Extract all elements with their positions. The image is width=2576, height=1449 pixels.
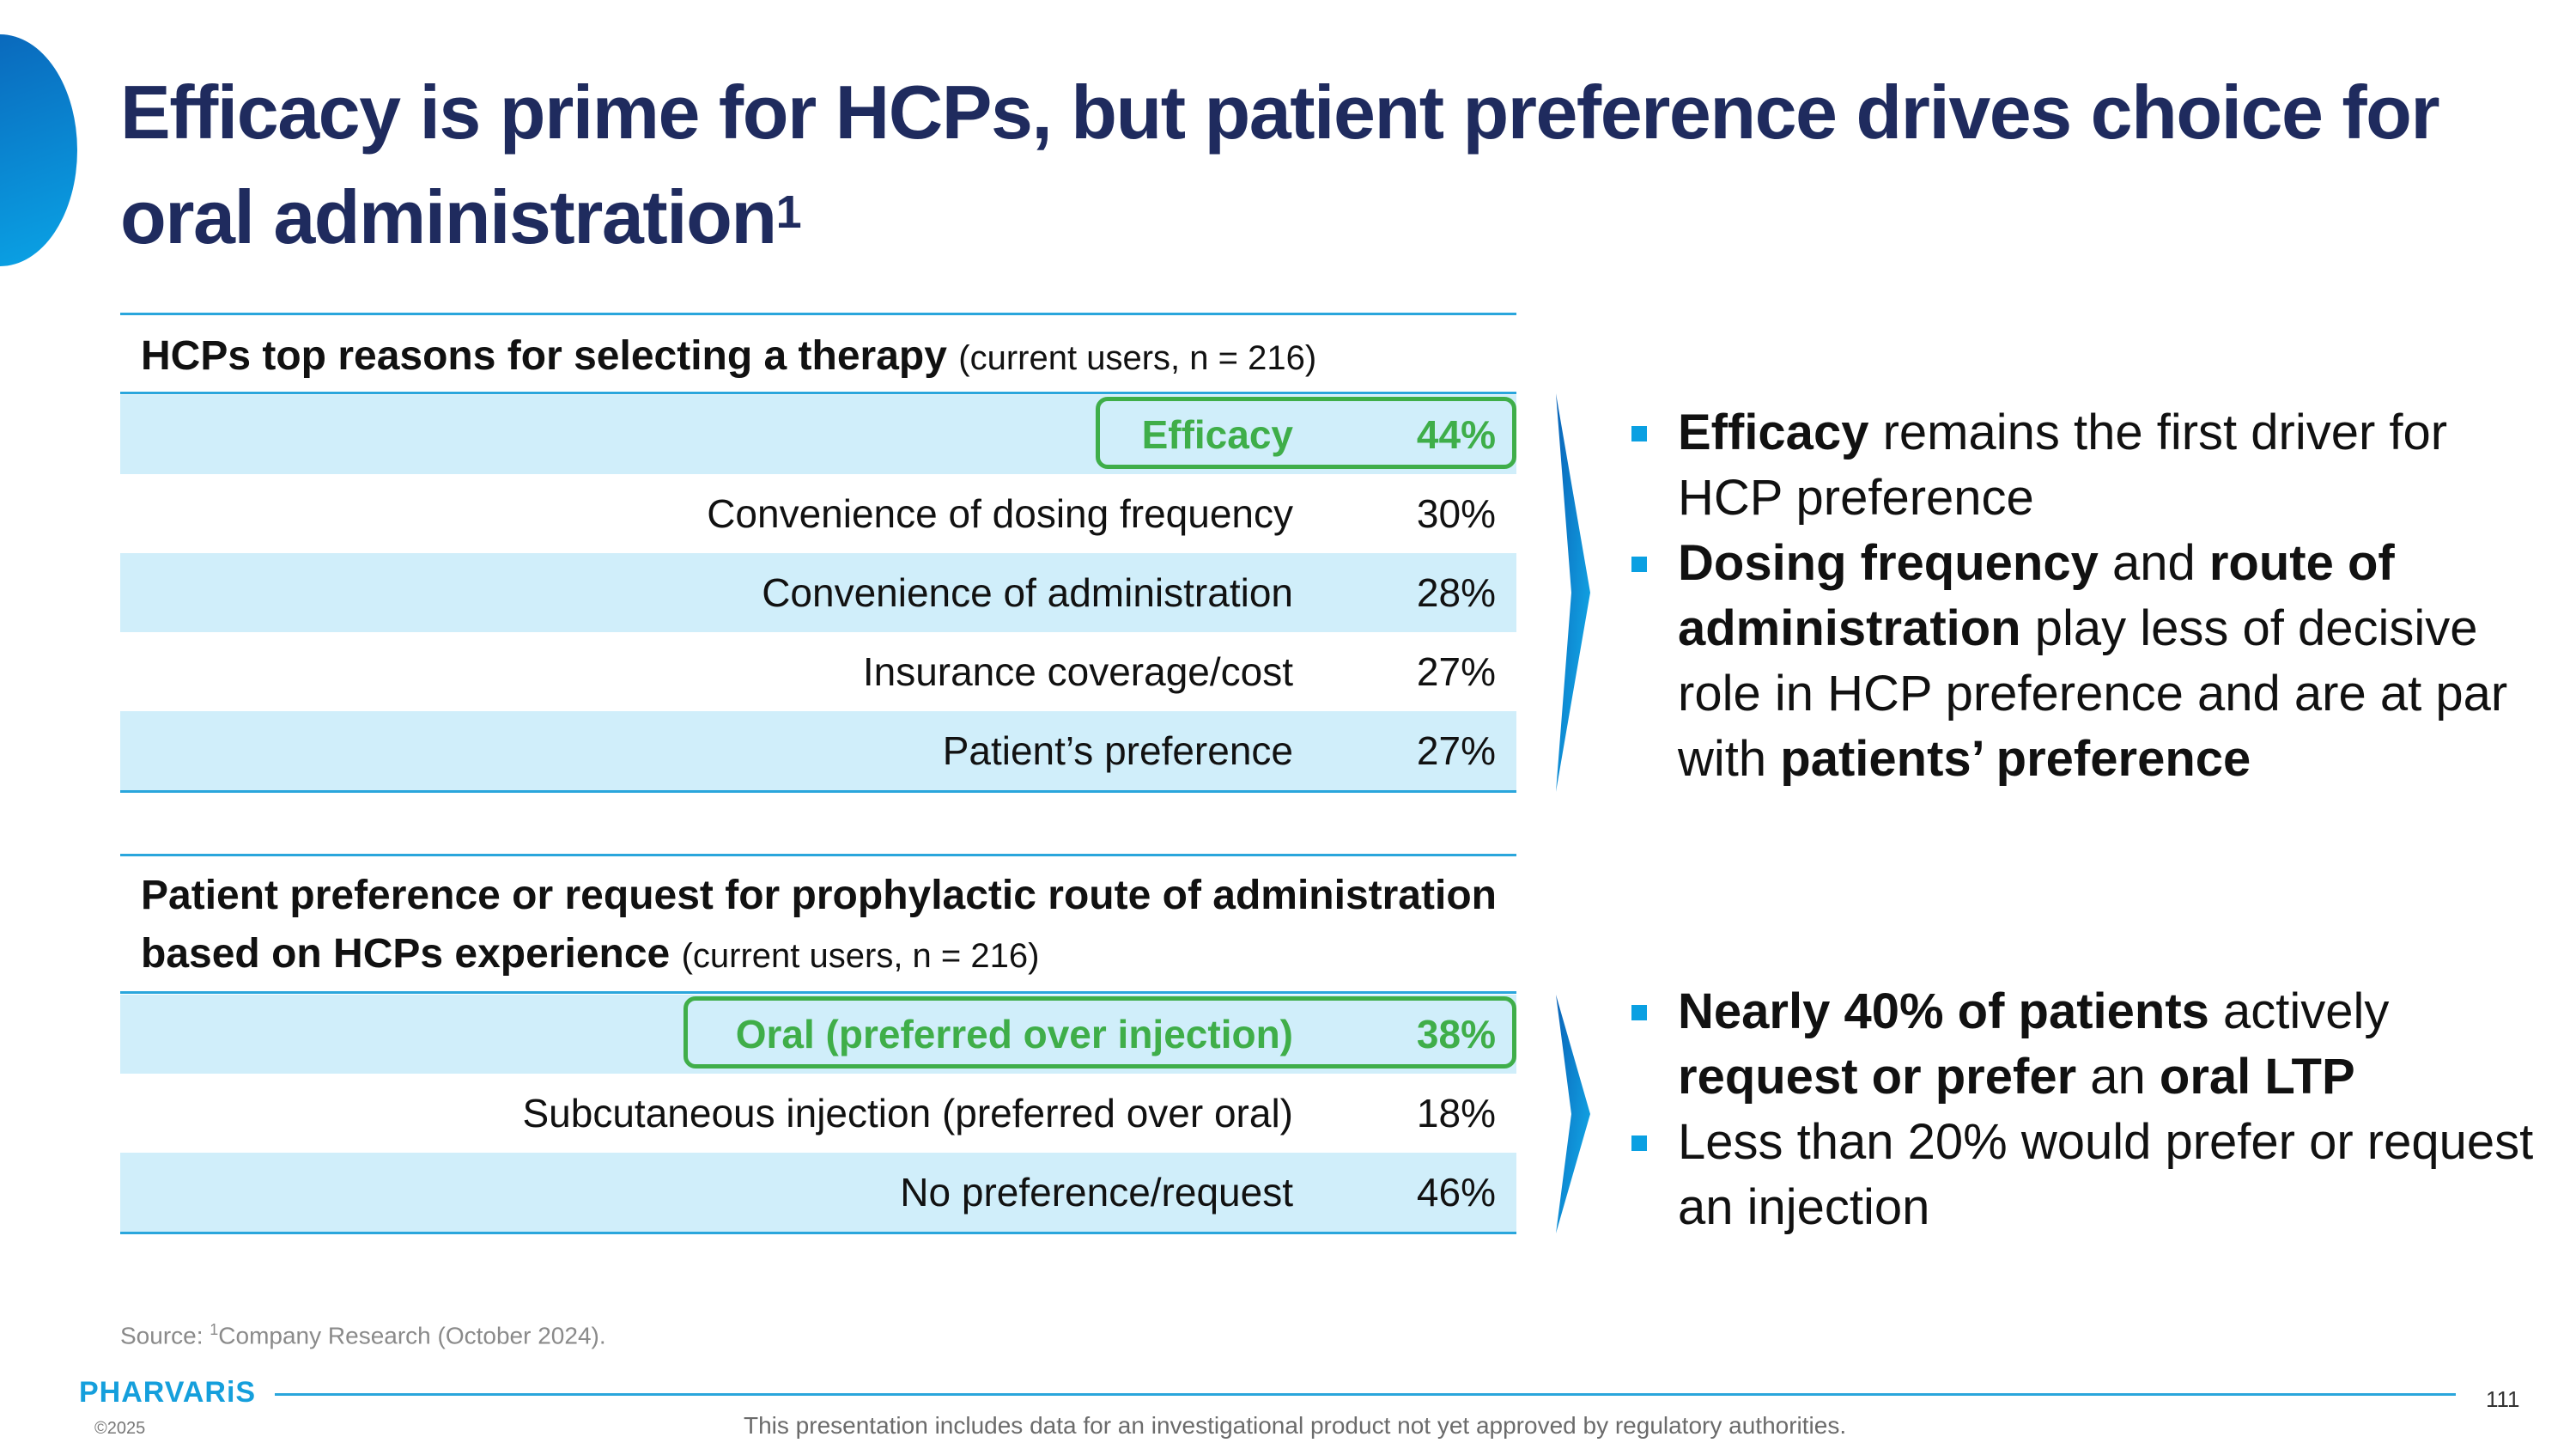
row-value: 46% [1416, 1170, 1496, 1215]
table-heading-rule [120, 991, 1516, 994]
page-number: 111 [2486, 1386, 2520, 1412]
row-value: 38% [1416, 1012, 1496, 1056]
table-row: No preference/request 46% [120, 1153, 1516, 1232]
disclaimer: This presentation includes data for an i… [744, 1412, 1847, 1439]
row-label: Patient’s preference [942, 728, 1293, 773]
key-takeaways-hcp: Efficacy remains the first driver for HC… [1631, 400, 2542, 792]
table-row: Patient’s preference 27% [120, 711, 1516, 790]
table-heading-bold: based on HCPs experience [141, 931, 671, 977]
chevron-right-icon [1556, 995, 1590, 1233]
table-row: Efficacy 44% [120, 395, 1516, 474]
source-note: Source: 1Company Research (October 2024)… [120, 1321, 606, 1349]
row-value: 30% [1416, 491, 1496, 536]
row-label: Convenience of administration [762, 570, 1293, 615]
bullet-item: Less than 20% would prefer or request an… [1631, 1110, 2542, 1240]
table-bottom-rule [120, 1232, 1516, 1234]
table-heading-rule [120, 392, 1516, 394]
table-row: Subcutaneous injection (preferred over o… [120, 1074, 1516, 1153]
row-label: No preference/request [900, 1170, 1293, 1215]
row-label: Efficacy [1141, 412, 1293, 457]
table-row: Insurance coverage/cost 27% [120, 632, 1516, 711]
table-bottom-rule [120, 790, 1516, 793]
table-heading: HCPs top reasons for selecting a therapy… [120, 313, 1516, 394]
corner-decoration [0, 34, 77, 266]
footer-divider [275, 1393, 2456, 1396]
row-label: Convenience of dosing frequency [707, 491, 1293, 536]
row-value: 44% [1416, 412, 1496, 457]
company-logo: PHARVARiS [79, 1376, 257, 1409]
highlight-box [1096, 397, 1516, 469]
key-takeaways-patients: Nearly 40% of patients actively request … [1631, 979, 2542, 1240]
row-label: Oral (preferred over injection) [735, 1012, 1293, 1056]
bullet-item: Efficacy remains the first driver for HC… [1631, 400, 2542, 531]
bullet-item: Dosing frequency and route of administra… [1631, 531, 2542, 792]
row-value: 27% [1416, 649, 1496, 694]
table-row: Oral (preferred over injection) 38% [120, 995, 1516, 1074]
table-heading-sub: (current users, n = 216) [681, 937, 1040, 975]
row-value: 28% [1416, 570, 1496, 615]
bullet-item: Nearly 40% of patients actively request … [1631, 979, 2542, 1110]
row-value: 27% [1416, 728, 1496, 773]
table-heading-bold: Patient preference or request for prophy… [141, 873, 1497, 918]
row-label: Insurance coverage/cost [862, 649, 1293, 694]
table-heading-bold: HCPs top reasons for selecting a therapy [141, 333, 947, 379]
row-label: Subcutaneous injection (preferred over o… [522, 1091, 1294, 1135]
row-value: 18% [1416, 1091, 1496, 1135]
table-heading: Patient preference or request for prophy… [120, 854, 1516, 994]
table-row: Convenience of dosing frequency 30% [120, 474, 1516, 553]
copyright: ©2025 [94, 1419, 146, 1438]
highlight-box [683, 996, 1516, 1068]
chevron-right-icon [1556, 393, 1590, 792]
table-row: Convenience of administration 28% [120, 553, 1516, 632]
table-heading-sub: (current users, n = 216) [958, 339, 1317, 377]
slide-title: Efficacy is prime for HCPs, but patient … [120, 70, 2440, 259]
